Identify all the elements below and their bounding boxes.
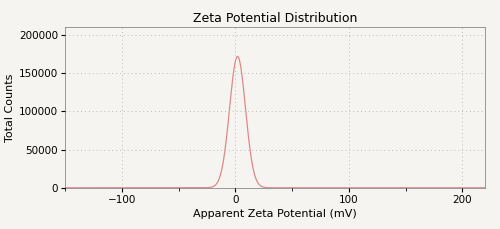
X-axis label: Apparent Zeta Potential (mV): Apparent Zeta Potential (mV) (193, 209, 357, 219)
Y-axis label: Total Counts: Total Counts (4, 74, 15, 142)
Title: Zeta Potential Distribution: Zeta Potential Distribution (193, 12, 357, 25)
